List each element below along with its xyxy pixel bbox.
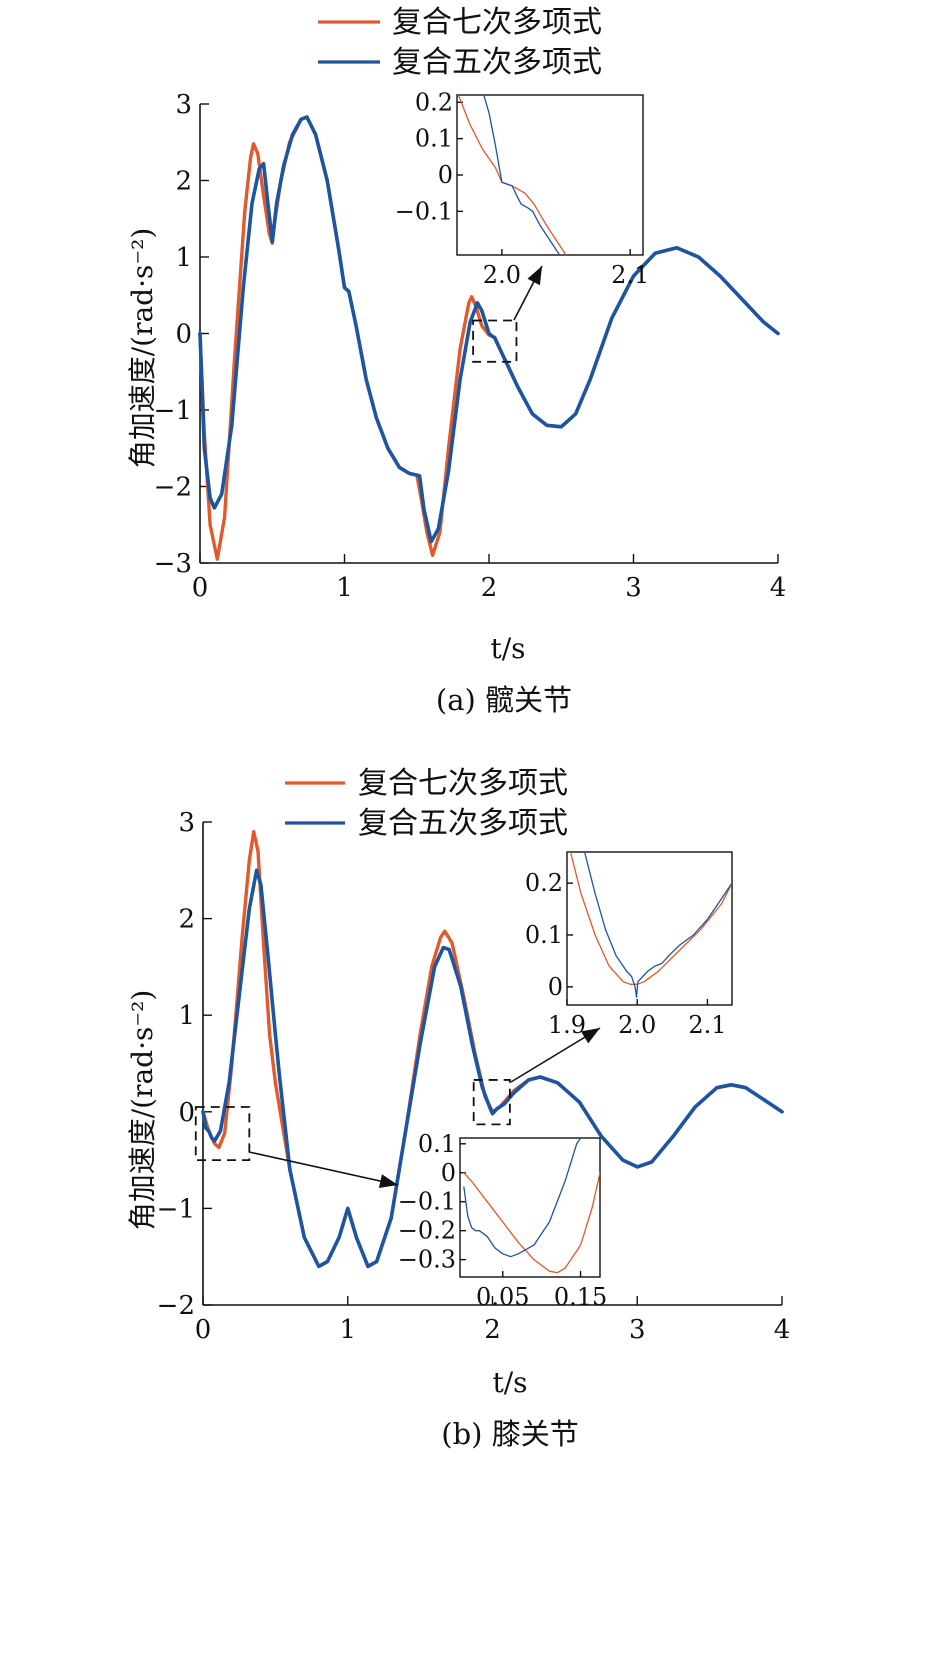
x-tick-label: 0 bbox=[192, 573, 209, 603]
y-tick-label: −1 bbox=[157, 1194, 195, 1224]
legend-label-fifth: 复合五次多项式 bbox=[358, 806, 568, 841]
legend: 复合七次多项式 复合五次多项式 bbox=[318, 5, 602, 80]
y-tick-label: 2 bbox=[178, 905, 195, 935]
inset-frame bbox=[459, 1137, 601, 1278]
caption: (a) 髋关节 bbox=[436, 683, 572, 717]
inset-series-line-seventh bbox=[463, 1172, 600, 1274]
inset-y-tick-label: −0.2 bbox=[398, 1217, 456, 1245]
y-axis-label: 角加速度/(rad·s⁻²) bbox=[126, 990, 159, 1231]
inset-y-tick-label: 0 bbox=[548, 973, 563, 1001]
y-tick-label: 2 bbox=[175, 167, 192, 197]
x-axis-label: t/s bbox=[492, 1366, 527, 1399]
inset-y-tick-label: 0.1 bbox=[415, 125, 453, 153]
x-tick-label: 1 bbox=[336, 573, 353, 603]
x-axis-label: t/s bbox=[490, 632, 525, 665]
y-tick-label: −2 bbox=[157, 1291, 195, 1321]
inset-y-tick-label: 0.2 bbox=[415, 88, 453, 116]
legend: 复合七次多项式 复合五次多项式 bbox=[285, 766, 568, 841]
inset-plot: 1.9 2.0 2.1 0.2 0.1 0 bbox=[525, 851, 733, 1039]
y-tick-label: 3 bbox=[175, 90, 192, 120]
inset-y-tick-label: 0.1 bbox=[525, 921, 563, 949]
x-tick-label: 3 bbox=[629, 1315, 646, 1345]
inset-x-tick-label: 0.15 bbox=[554, 1283, 607, 1311]
y-tick-label: 0 bbox=[178, 1098, 195, 1128]
inset-x-tick-label: 2.0 bbox=[483, 261, 521, 289]
legend-label-seventh: 复合七次多项式 bbox=[392, 5, 602, 40]
inset-y-tick-label: 0.1 bbox=[418, 1130, 456, 1158]
inset-series-line-fifth bbox=[463, 1138, 582, 1258]
inset-plot: 2.0 2.1 0.2 0.1 0 −0.1 bbox=[395, 88, 650, 289]
zoom-box bbox=[472, 319, 518, 363]
inset-y-tick-label: 0.2 bbox=[525, 869, 563, 897]
zoom-arrow bbox=[248, 1151, 399, 1186]
y-axis-label: 角加速度/(rad·s⁻²) bbox=[126, 228, 159, 469]
zoom-box bbox=[472, 1079, 511, 1126]
x-tick-label: 1 bbox=[339, 1315, 356, 1345]
inset-series-line-fifth bbox=[583, 852, 732, 998]
plot-area: 0 1 2 3 4 −3 −2 −1 0 1 2 3 2.0 2.1 0.2 0.1 0 −0.1 bbox=[154, 88, 787, 603]
x-tick-label: 0 bbox=[195, 1315, 212, 1345]
inset-x-tick-label: 2.1 bbox=[611, 261, 649, 289]
x-tick-label: 4 bbox=[774, 1315, 791, 1345]
y-tick-label: 1 bbox=[175, 243, 192, 273]
legend-label-seventh: 复合七次多项式 bbox=[358, 766, 568, 801]
inset-y-tick-label: 0 bbox=[441, 1159, 456, 1187]
y-tick-label: 3 bbox=[178, 808, 195, 838]
zoom-arrow-head bbox=[527, 266, 542, 286]
zoom-box bbox=[194, 1106, 251, 1161]
inset-y-tick-label: 0 bbox=[438, 161, 453, 189]
inset-y-tick-label: −0.1 bbox=[398, 1188, 456, 1216]
x-tick-label: 2 bbox=[481, 573, 498, 603]
chart-knee: 复合七次多项式 复合五次多项式 0 1 2 3 4 −2 −1 0 1 2 3 1.9 2.0 2.1 0.… bbox=[126, 766, 790, 1451]
zoom-arrow-head bbox=[378, 1174, 398, 1188]
inset-plot: 0.05 0.15 0.10−0.1−0.2−0.3 bbox=[398, 1130, 608, 1311]
y-tick-label: 0 bbox=[175, 320, 192, 350]
inset-y-tick-label: −0.3 bbox=[398, 1246, 456, 1274]
chart-hip: 复合七次多项式 复合五次多项式 0 1 2 3 4 −3 −2 −1 0 1 2 3 2.0 2.1 0.2… bbox=[126, 5, 786, 717]
x-tick-label: 2 bbox=[484, 1315, 501, 1345]
x-tick-label: 4 bbox=[770, 573, 787, 603]
legend-label-fifth: 复合五次多项式 bbox=[392, 45, 602, 80]
y-tick-label: −1 bbox=[154, 396, 192, 426]
series-line-fifth bbox=[198, 115, 780, 544]
y-tick-label: 1 bbox=[178, 1001, 195, 1031]
series-line-fifth bbox=[201, 868, 784, 1269]
inset-x-tick-label: 0.05 bbox=[476, 1283, 529, 1311]
inset-y-tick-label: −0.1 bbox=[395, 197, 453, 225]
inset-series-line-fifth bbox=[483, 95, 561, 255]
x-tick-label: 3 bbox=[625, 573, 642, 603]
zoom-arrow-head bbox=[580, 1028, 600, 1044]
inset-x-tick-label: 2.0 bbox=[618, 1011, 656, 1039]
inset-x-tick-label: 2.1 bbox=[688, 1011, 726, 1039]
inset-frame bbox=[566, 851, 733, 1006]
caption: (b) 膝关节 bbox=[441, 1417, 578, 1451]
y-tick-label: −3 bbox=[154, 549, 192, 579]
inset-frame bbox=[456, 94, 644, 256]
inset-x-tick-label: 1.9 bbox=[548, 1011, 586, 1039]
y-tick-label: −2 bbox=[154, 473, 192, 503]
